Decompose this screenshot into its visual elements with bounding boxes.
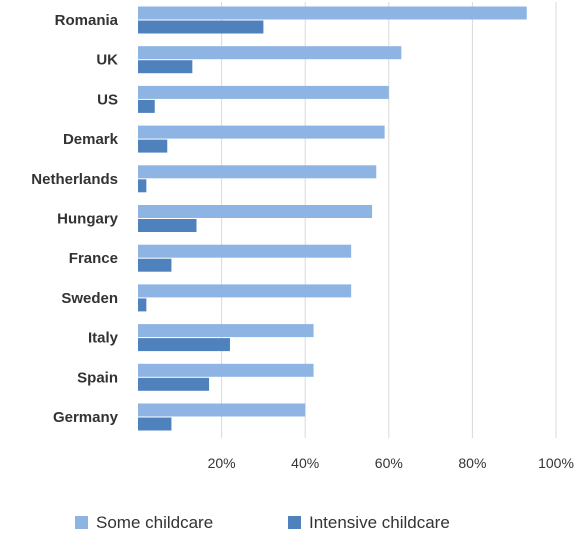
bars: [138, 6, 527, 431]
bar-intensive-childcare: [138, 179, 147, 193]
bar-some-childcare: [138, 46, 402, 60]
category-label: UK: [96, 52, 118, 69]
bar-some-childcare: [138, 244, 352, 258]
x-tick-label: 60%: [375, 455, 403, 471]
bar-some-childcare: [138, 284, 352, 298]
bar-some-childcare: [138, 125, 385, 139]
bar-some-childcare: [138, 205, 373, 218]
bar-some-childcare: [138, 6, 527, 20]
bar-intensive-childcare: [138, 417, 172, 431]
bar-some-childcare: [138, 165, 377, 179]
bar-intensive-childcare: [138, 377, 210, 391]
legend: Some childcare Intensive childcare: [75, 513, 450, 532]
bar-intensive-childcare: [138, 258, 172, 272]
category-label: Demark: [63, 131, 119, 148]
category-label: Spain: [77, 369, 118, 386]
legend-swatch: [75, 516, 88, 529]
bar-some-childcare: [138, 363, 314, 377]
category-label: Germany: [53, 409, 119, 426]
bar-intensive-childcare: [138, 338, 230, 352]
x-tick-label: 100%: [538, 455, 574, 471]
x-tick-label: 20%: [208, 455, 236, 471]
category-label: Netherlands: [31, 171, 118, 188]
bar-intensive-childcare: [138, 219, 197, 232]
bar-some-childcare: [138, 403, 306, 417]
x-tick-label: 80%: [458, 455, 486, 471]
category-label: Romania: [55, 12, 119, 29]
category-labels: Romania UK US Demark Netherlands Hungary Franc…: [31, 12, 118, 426]
bar-some-childcare: [138, 324, 314, 338]
x-tick-label: 40%: [291, 455, 319, 471]
category-label: Sweden: [61, 290, 118, 307]
category-label: Italy: [88, 330, 119, 347]
category-label: US: [97, 91, 118, 108]
x-axis-tick-labels: 20% 40% 60% 80% 100%: [208, 455, 574, 471]
bar-intensive-childcare: [138, 99, 155, 113]
bar-some-childcare: [138, 85, 389, 99]
bar-intensive-childcare: [138, 60, 193, 74]
bar-intensive-childcare: [138, 139, 168, 153]
legend-label: Some childcare: [96, 513, 213, 532]
legend-label: Intensive childcare: [309, 513, 450, 532]
bar-intensive-childcare: [138, 298, 147, 312]
category-label: France: [69, 250, 118, 267]
bar-intensive-childcare: [138, 20, 264, 34]
category-label: Hungary: [57, 211, 119, 228]
legend-swatch: [288, 516, 301, 529]
